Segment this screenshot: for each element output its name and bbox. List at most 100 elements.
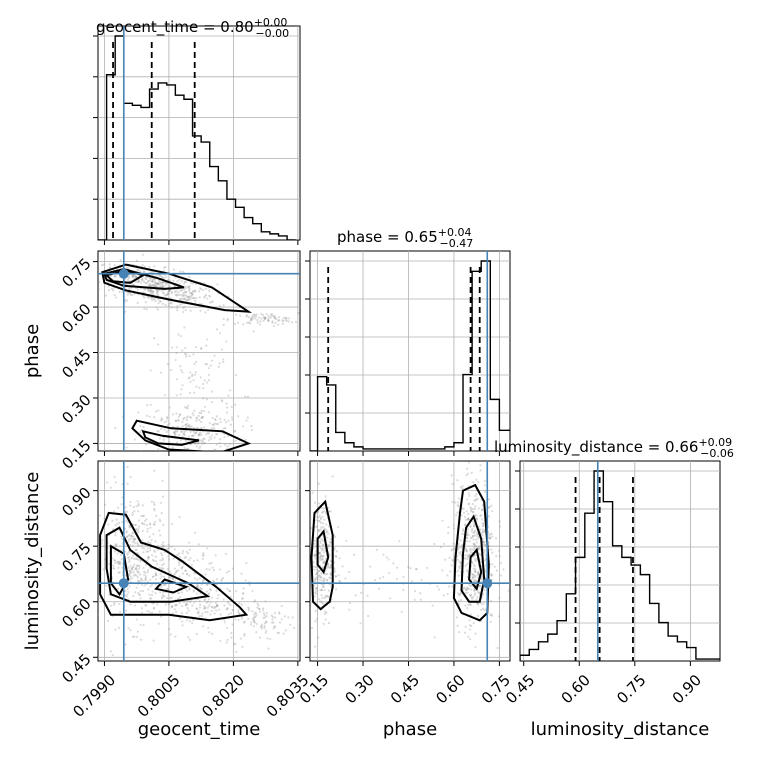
sample-point — [481, 533, 484, 536]
sample-point — [234, 642, 237, 645]
sample-point — [156, 282, 159, 286]
sample-point — [141, 277, 144, 281]
sample-point — [235, 590, 238, 593]
sample-point — [496, 646, 499, 650]
sample-point — [204, 311, 207, 314]
sample-point — [137, 591, 140, 595]
sample-point — [188, 376, 191, 379]
sample-point — [157, 298, 160, 301]
sample-point — [469, 524, 472, 527]
sample-point — [314, 578, 317, 581]
sample-point — [466, 591, 469, 594]
sample-point — [254, 317, 257, 320]
sample-point — [144, 282, 147, 285]
sample-point — [149, 597, 152, 600]
sample-point — [167, 289, 170, 293]
sample-point — [202, 397, 205, 400]
sample-point — [211, 300, 214, 303]
sample-point — [188, 541, 191, 544]
sample-point — [142, 551, 145, 554]
sample-point — [181, 552, 184, 555]
sample-point — [147, 280, 150, 283]
sample-point — [258, 607, 261, 610]
sample-point — [465, 549, 469, 553]
sample-point — [153, 509, 156, 512]
sample-point — [172, 279, 175, 282]
sample-point — [194, 442, 197, 446]
sample-point — [262, 616, 265, 619]
sample-point — [208, 436, 211, 439]
sample-point — [178, 617, 181, 620]
sample-point — [150, 583, 154, 586]
sample-point — [125, 446, 128, 449]
sample-point — [144, 575, 148, 578]
sample-point — [181, 572, 184, 575]
sample-point — [145, 518, 148, 521]
sample-point — [263, 317, 266, 320]
sample-point — [276, 631, 279, 634]
sample-point — [174, 580, 177, 583]
sample-point — [272, 315, 276, 318]
sample-point — [124, 590, 127, 593]
sample-point — [205, 363, 208, 366]
sample-point — [334, 554, 338, 558]
sample-point — [471, 510, 474, 514]
sample-point — [222, 360, 225, 364]
sample-point — [469, 593, 473, 597]
sample-point — [420, 579, 423, 582]
sample-point — [328, 543, 331, 546]
sample-point — [253, 613, 256, 616]
sample-point — [322, 580, 326, 583]
sample-point — [126, 465, 129, 468]
sample-point — [127, 291, 130, 294]
sample-point — [488, 505, 491, 509]
sample-point — [446, 574, 449, 577]
sample-point — [106, 481, 109, 484]
sample-point — [472, 507, 475, 510]
sample-point — [474, 505, 477, 508]
sample-point — [142, 623, 145, 627]
sample-point — [470, 551, 473, 554]
y-tick-label-luminosity_distance: 0.45 — [58, 650, 94, 686]
sample-point — [94, 280, 96, 282]
sample-point — [457, 574, 460, 577]
sample-point — [198, 302, 201, 305]
sample-point — [184, 469, 186, 471]
sample-point — [459, 539, 462, 542]
sample-point — [208, 294, 211, 297]
sample-point — [458, 567, 461, 570]
sample-point — [149, 288, 152, 291]
sample-point — [205, 601, 208, 604]
y-axis-label-luminosity_distance: luminosity_distance — [22, 472, 43, 651]
sample-point — [212, 579, 215, 582]
y-tick-label-phase: 0.45 — [58, 345, 94, 381]
sample-point — [265, 611, 269, 615]
sample-point — [151, 270, 154, 273]
sample-point — [90, 280, 92, 282]
sample-point — [150, 593, 154, 597]
x-axis-label-luminosity_distance: luminosity_distance — [531, 719, 710, 740]
sample-point — [178, 298, 181, 301]
sample-point — [203, 437, 206, 440]
density-contour — [101, 263, 253, 313]
sample-point — [318, 598, 321, 601]
sample-point — [199, 309, 202, 312]
sample-point — [158, 610, 161, 613]
sample-point — [173, 431, 176, 434]
sample-point — [198, 606, 202, 609]
sample-point — [117, 566, 120, 569]
sample-point — [211, 423, 214, 426]
sample-point — [231, 418, 234, 421]
sample-point — [242, 323, 245, 326]
sample-point — [157, 409, 160, 412]
sample-point — [474, 646, 477, 649]
sample-point — [322, 562, 325, 565]
sample-point — [176, 592, 180, 595]
sample-point — [470, 596, 473, 600]
sample-point — [143, 547, 146, 550]
sample-point — [466, 531, 469, 534]
sample-point — [482, 524, 485, 527]
sample-point — [173, 431, 176, 434]
sample-point — [479, 560, 483, 563]
